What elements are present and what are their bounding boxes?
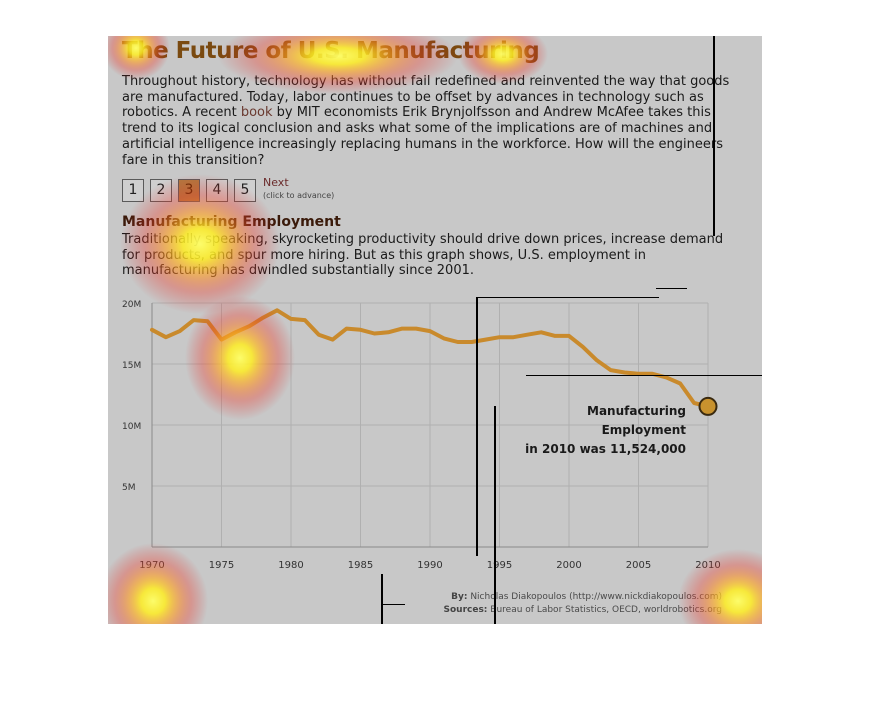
- gaze-path-line: [494, 406, 496, 624]
- page-button-4[interactable]: 4: [206, 179, 228, 202]
- x-tick-label: 1995: [487, 560, 512, 571]
- page-button-5[interactable]: 5: [234, 179, 256, 202]
- x-tick-label: 1975: [209, 560, 234, 571]
- gaze-path-line: [476, 297, 659, 298]
- y-tick-label: 10M: [122, 422, 141, 432]
- callout-line-2: in 2010 was 11,524,000: [525, 442, 686, 456]
- gaze-path-line: [713, 36, 715, 236]
- intro-text-end: by MIT economists Erik Brynjolfsson and …: [122, 105, 724, 168]
- next-button[interactable]: Next: [263, 176, 289, 189]
- graphic-panel: The Future of U.S. Manufacturing Through…: [108, 36, 762, 624]
- credits-by-label: By:: [451, 592, 468, 602]
- next-hint: (click to advance): [263, 191, 335, 200]
- x-tick-label: 2010: [695, 560, 720, 571]
- credits-by-text: Nicholas Diakopoulos (http://www.nickdia…: [470, 592, 722, 602]
- credits-sources-text: Bureau of Labor Statistics, OECD, worldr…: [490, 605, 722, 615]
- credits-sources: Sources: Bureau of Labor Statistics, OEC…: [444, 604, 723, 617]
- intro-paragraph: Throughout history, technology has witho…: [122, 74, 732, 168]
- gaze-path-line: [656, 288, 687, 289]
- highlight-callout: Manufacturing Employment in 2010 was 11,…: [506, 402, 686, 459]
- page-title: The Future of U.S. Manufacturing: [122, 38, 540, 64]
- credits-sources-label: Sources:: [443, 605, 488, 615]
- y-tick-label: 20M: [122, 300, 141, 310]
- callout-line-1: Manufacturing Employment: [587, 404, 686, 437]
- gaze-path-line: [526, 375, 762, 376]
- gaze-path-line: [381, 574, 383, 624]
- x-tick-label: 1985: [348, 560, 373, 571]
- chart-series: [150, 308, 718, 416]
- employment-line-chart: 1970 1975 1980 1985 1990 1995 2000 2005 2010 5M 10…: [122, 300, 721, 571]
- x-tick-label: 1980: [278, 560, 303, 571]
- highlight-point-2010: [698, 396, 718, 416]
- x-tick-label: 1990: [417, 560, 442, 571]
- page-button-1[interactable]: 1: [122, 179, 144, 202]
- section-title: Manufacturing Employment: [122, 214, 341, 230]
- x-tick-label: 2000: [556, 560, 581, 571]
- gaze-path-line: [476, 298, 478, 556]
- x-tick-label: 2005: [626, 560, 651, 571]
- book-link[interactable]: book: [240, 105, 273, 121]
- credits: By: Nicholas Diakopoulos (http://www.nic…: [444, 591, 723, 617]
- y-tick-label: 5M: [122, 483, 136, 493]
- x-tick-label: 1970: [139, 560, 164, 571]
- gaze-path-line: [381, 604, 405, 605]
- credits-by: By: Nicholas Diakopoulos (http://www.nic…: [444, 591, 722, 604]
- section-text: Traditionally speaking, skyrocketing pro…: [122, 232, 724, 279]
- page-button-3[interactable]: 3: [178, 179, 200, 202]
- page-button-2[interactable]: 2: [150, 179, 172, 202]
- y-tick-label: 15M: [122, 361, 141, 371]
